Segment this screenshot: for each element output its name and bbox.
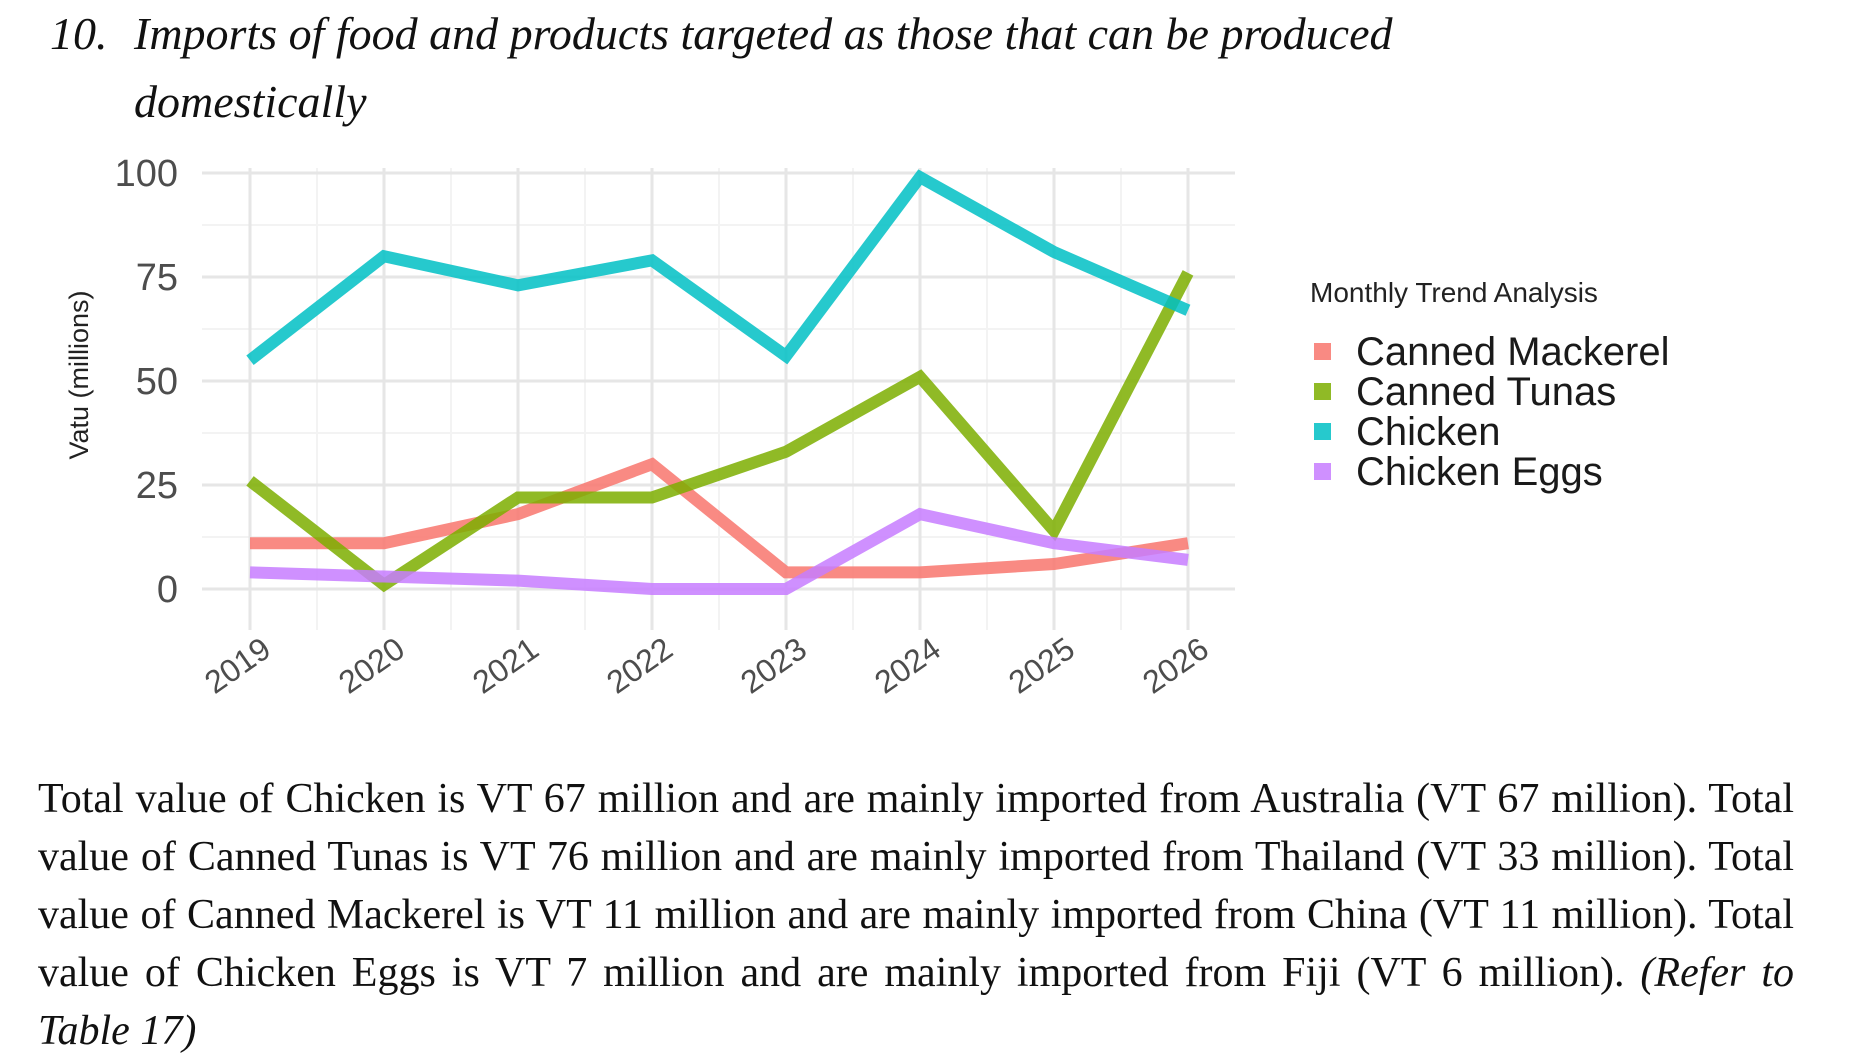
x-tick-label: 2026 [1136,630,1215,700]
x-tick-label: 2024 [868,630,947,700]
legend-swatch [1314,423,1331,440]
legend-swatch [1314,383,1331,400]
legend-label: Chicken Eggs [1356,450,1603,494]
y-axis-ticks: 0 25 50 75 100 [115,153,178,611]
section-heading: 10. Imports of food and products targeted… [50,0,1610,136]
series-line [246,270,1194,593]
heading-line-1: 10. Imports of food and products targeted… [50,0,1610,68]
legend-swatch [1314,343,1331,360]
y-tick-label: 50 [136,361,178,403]
series-line [249,507,1189,595]
x-tick-label: 2021 [466,630,545,700]
series-line [246,169,1191,365]
summary-paragraph: Total value of Chicken is VT 67 million … [38,770,1794,1060]
legend-label: Chicken [1356,410,1501,454]
series-line [250,457,1189,579]
major-gridlines [202,168,1235,630]
legend-swatch [1314,463,1331,480]
summary-text: Total value of Chicken is VT 67 million … [38,776,1794,996]
legend-label: Canned Mackerel [1356,330,1670,374]
heading-line-2: domestically [134,76,367,127]
y-axis-label: Vatu (millions) [64,290,94,459]
x-axis-ticks: 2019 2020 2021 2022 2023 2024 2025 2026 [198,630,1215,700]
x-tick-label: 2019 [198,630,277,700]
minor-gridlines [202,168,1235,630]
y-tick-label: 25 [136,465,178,507]
legend: Monthly Trend Analysis Canned MackerelCa… [1310,277,1670,494]
x-tick-label: 2023 [734,630,813,700]
heading-text: Imports of food and products targeted as… [134,8,1393,59]
y-tick-label: 75 [136,257,178,299]
x-tick-label: 2025 [1002,630,1081,700]
legend-label: Canned Tunas [1356,370,1616,414]
x-tick-label: 2020 [332,630,411,700]
y-tick-label: 0 [157,569,178,611]
x-tick-label: 2022 [600,630,679,700]
series-lines [246,169,1194,595]
legend-title: Monthly Trend Analysis [1310,277,1598,308]
y-tick-label: 100 [115,153,178,195]
table-reference: (Refer to Table 17) [38,950,1794,1054]
heading-number: 10. [50,8,108,59]
